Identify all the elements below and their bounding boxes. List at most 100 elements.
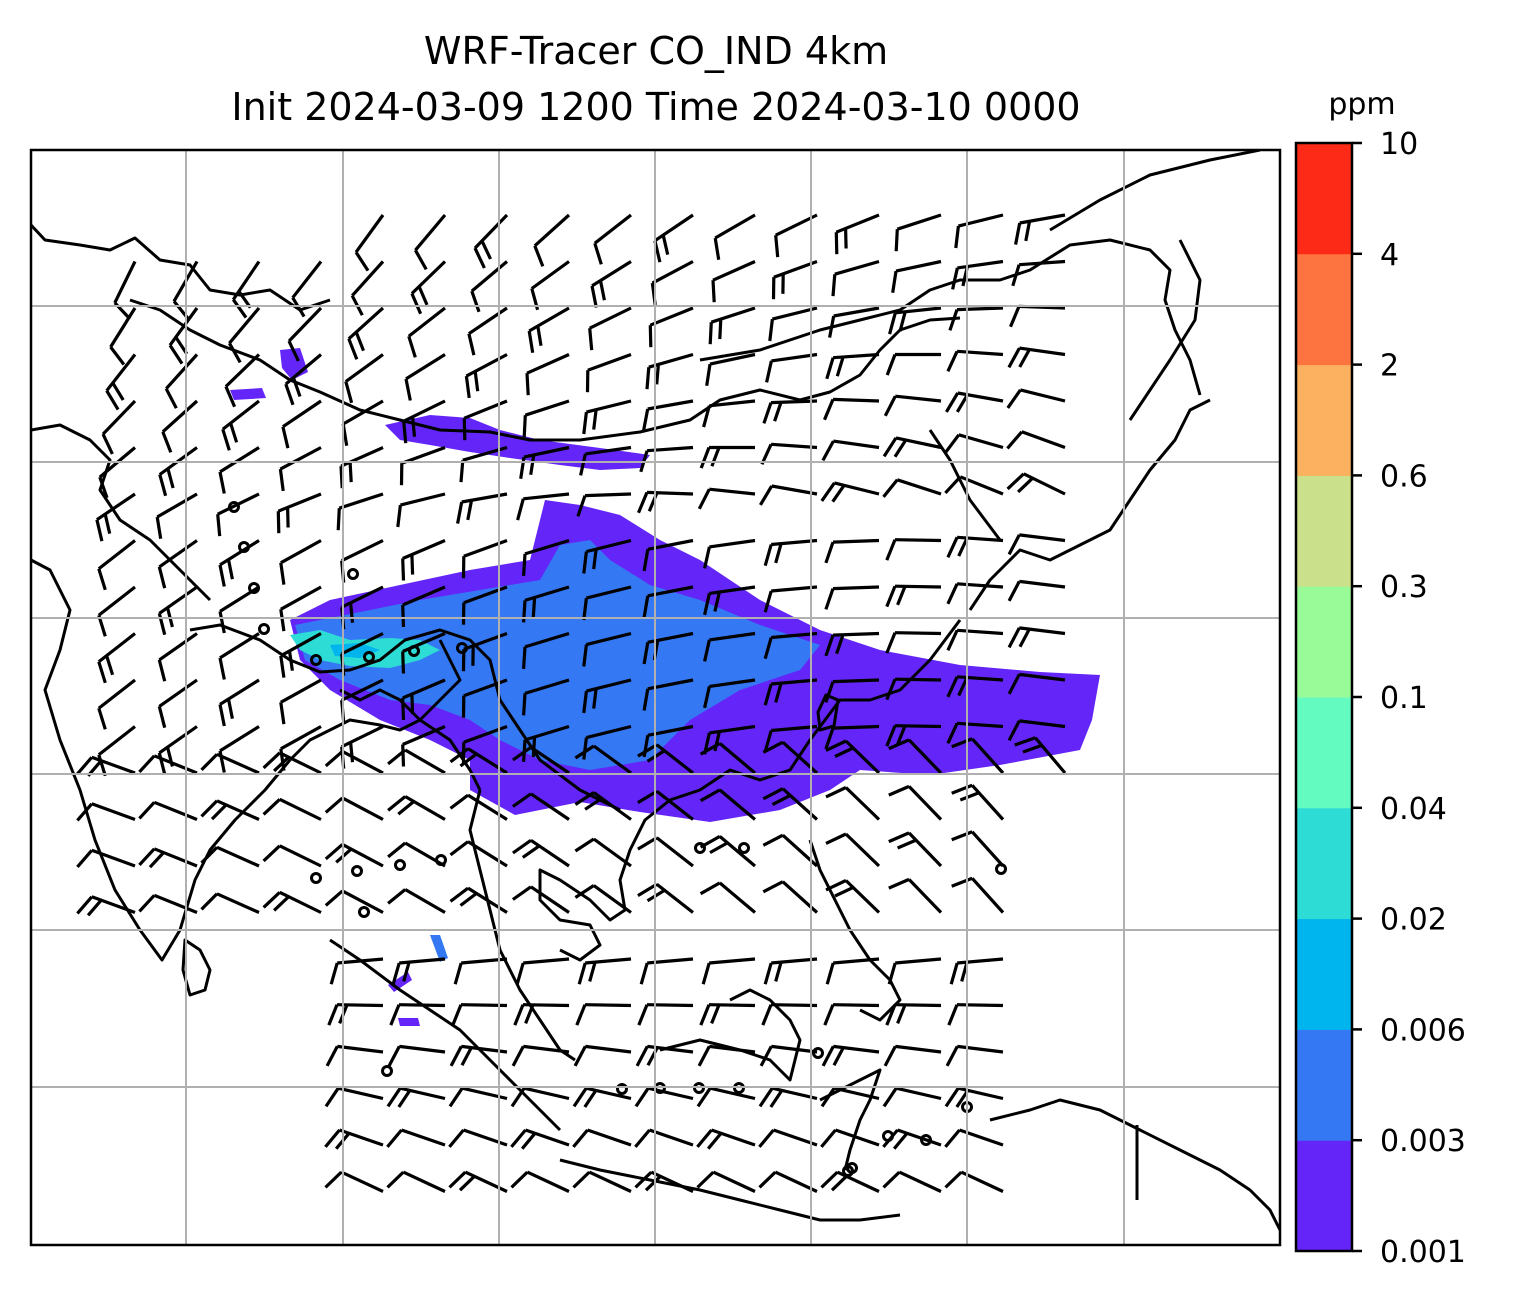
wind-barb [574,744,632,775]
coastline-china-east [968,398,1211,611]
colorbar-segment [1296,1029,1352,1141]
wind-barb [948,306,1004,331]
wind-barb [585,352,632,393]
wind-barb [823,1003,880,1026]
wind-barb [697,487,756,510]
coastline-japan [1128,239,1202,421]
coastline-sri-lanka [181,938,212,997]
wind-barb [699,881,757,914]
wind-barb [760,442,818,465]
wind-barb [511,745,570,775]
wind-barb [951,783,1005,821]
wind-barb [701,957,756,985]
wind-barb [696,1128,756,1150]
wind-barb [387,748,446,775]
wind-barb [951,737,1005,775]
wind-barb [522,399,570,438]
plume-sumatra-patch-3 [398,1018,420,1026]
wind-barb [820,481,880,503]
wind-barb [97,725,136,777]
wind-barb [947,1003,1004,1026]
colorbar-tick-label: 0.1 [1380,681,1428,716]
wind-barb [885,724,942,747]
colorbar-segment [1296,475,1352,587]
wind-barb [278,446,322,492]
wind-barb [574,884,632,914]
calm-wind-circle [616,1083,628,1095]
wind-barb [1006,430,1066,450]
wind-barb [401,725,446,767]
wind-barb [582,399,632,435]
wind-barb [951,876,1005,914]
wind-barb [763,957,818,985]
wind-barb [825,879,881,914]
wind-barb [761,1003,818,1026]
wind-barb [821,1044,880,1067]
wind-barb [696,1086,756,1108]
wind-barb [386,1170,446,1193]
wind-barb [576,492,632,517]
wind-barb [823,397,880,421]
wind-barb [885,677,942,701]
wind-barb [582,585,632,621]
wind-barb [155,492,198,539]
wind-barb [329,957,384,985]
wind-barb [76,802,136,822]
wind-barb [946,628,1004,651]
wind-barb [825,352,880,380]
colorbar-segment [1296,143,1352,255]
wind-barb [697,1044,756,1067]
wind-barb [386,1086,446,1108]
wind-barb [279,632,322,678]
calm-wind-circle [394,859,406,871]
wind-barb [449,747,508,775]
coastline-taiwan [816,693,840,732]
wind-barb [279,585,322,632]
wind-barb [894,213,942,252]
wind-barb [1007,626,1066,649]
wind-barb [467,306,508,356]
wind-barb [713,213,756,260]
wind-barb [582,678,632,714]
chart-title-line-2: Init 2024-03-09 1200 Time 2024-03-10 000… [231,85,1081,129]
wind-barb [572,1170,632,1193]
wind-barb [336,492,384,531]
coastline-russia-east [1049,150,1261,232]
wind-barb [470,260,509,313]
wind-barb [582,538,632,574]
coastline-new-guinea [989,1098,1280,1231]
wind-barb [228,306,261,364]
border-mongolia [699,238,1202,396]
wind-barb [138,893,198,914]
wind-barb [888,831,943,868]
wind-barb [533,213,571,267]
colorbar-tick-label: 0.02 [1380,903,1447,938]
wind-barb [324,796,384,821]
colorbar-tick-label: 0.006 [1380,1013,1466,1048]
wind-barb [218,632,260,680]
wind-barb [825,739,881,775]
coastline-indochina [538,788,701,962]
wind-barb [573,1044,632,1067]
colorbar-segment [1296,697,1352,809]
wind-barb [407,306,446,358]
wind-barb [1007,533,1066,556]
wind-barb [399,445,446,486]
wind-barb [414,213,447,271]
wind-barb [946,535,1004,558]
wind-barb [572,1086,632,1108]
wind-barb [515,957,570,985]
wind-barb [105,353,137,411]
wind-barb [579,445,632,476]
wind-barb [401,585,446,628]
map-frame [29,148,1282,1247]
wind-barb [944,1170,1004,1193]
wind-barb [765,352,818,383]
calm-wind-circle [694,842,706,854]
wind-barb [386,1128,446,1148]
wind-barb [200,892,260,914]
wind-barb [511,792,570,821]
wind-barb [882,478,942,498]
wind-barb [703,538,756,569]
wind-barb [231,260,261,319]
